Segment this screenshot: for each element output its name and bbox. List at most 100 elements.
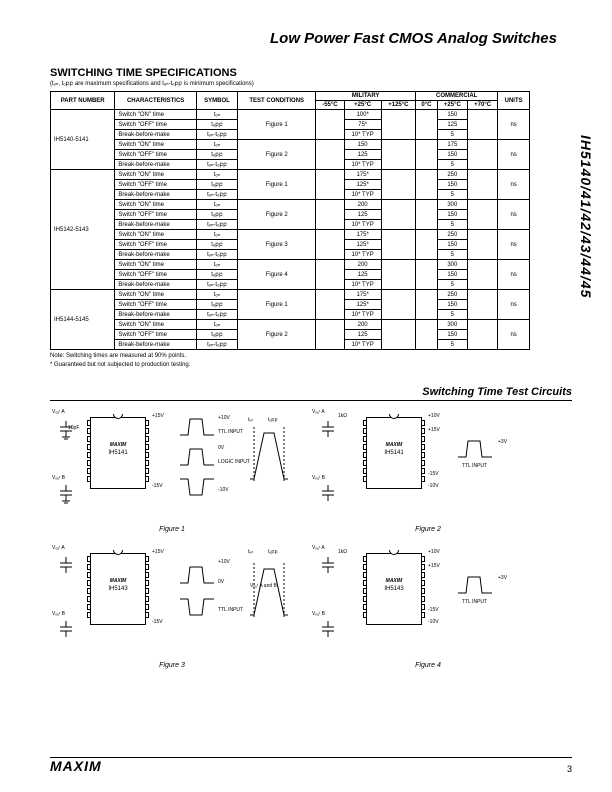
units-cell: ns — [498, 140, 530, 170]
units-cell: ns — [498, 170, 530, 200]
ic-pin-icon — [87, 564, 91, 570]
th-commercial: COMMERCIAL — [416, 92, 498, 101]
com-cell: 150 — [437, 240, 467, 250]
th-units: UNITS — [498, 92, 530, 110]
ic-pin-icon — [87, 604, 91, 610]
ton-label: tₒₙ — [248, 417, 253, 423]
vout-a-label: Vₒᵤᵗ A — [52, 545, 65, 551]
mil-cell: 175* — [344, 230, 381, 240]
com-cell: 5 — [437, 340, 467, 350]
ttl-label: TTL INPUT — [218, 429, 243, 435]
com-cell: 250 — [437, 230, 467, 240]
com-cell: 150 — [437, 110, 467, 120]
com-blank — [467, 200, 497, 230]
com-cell: 150 — [437, 330, 467, 340]
char-cell: Switch "ON" time — [115, 290, 196, 300]
fig-cell: Figure 4 — [238, 260, 316, 290]
th-test: TEST CONDITIONS — [238, 92, 316, 110]
th-part: PART NUMBER — [51, 92, 115, 110]
char-cell: Switch "ON" time — [115, 170, 196, 180]
note-2: * Guaranteed but not subjected to produc… — [50, 362, 572, 368]
char-cell: Switch "OFF" time — [115, 300, 196, 310]
ic-pin-icon — [145, 572, 149, 578]
res-label: 1kΩ — [338, 413, 347, 419]
ic-pin-icon — [363, 564, 367, 570]
symbol-cell: tₒբբ — [196, 120, 237, 130]
mil-cell: 125* — [344, 300, 381, 310]
symbol-cell: tₒₙ-tₒբբ — [196, 190, 237, 200]
ic-pin-icon — [363, 604, 367, 610]
ic-pin-icon — [421, 588, 425, 594]
ic-pin-icon — [363, 596, 367, 602]
mil-blank — [381, 230, 415, 260]
ic-pin-icon — [87, 428, 91, 434]
fig-caption: Figure 1 — [159, 526, 185, 533]
th-military: MILITARY — [316, 92, 416, 101]
char-cell: Switch "ON" time — [115, 200, 196, 210]
char-cell: Break-before-make — [115, 250, 196, 260]
ic-pin-icon — [145, 428, 149, 434]
ic-pin-icon — [363, 556, 367, 562]
symbol-cell: tₒₙ — [196, 320, 237, 330]
mil-blank — [381, 200, 415, 230]
symbol-cell: tₒբբ — [196, 150, 237, 160]
mil-cell: 10* TYP — [344, 340, 381, 350]
ic-pin-icon — [421, 476, 425, 482]
spec-table: PART NUMBER CHARACTERISTICS SYMBOL TEST … — [50, 91, 530, 350]
com-cell: 250 — [437, 290, 467, 300]
fig-cell: Figure 1 — [238, 290, 316, 320]
char-cell: Break-before-make — [115, 340, 196, 350]
ic-pin-icon — [363, 428, 367, 434]
com-cell: 5 — [437, 310, 467, 320]
char-cell: Switch "OFF" time — [115, 180, 196, 190]
ic-pin-icon — [145, 468, 149, 474]
ic-pin-icon — [145, 564, 149, 570]
mil-cell: 125 — [344, 210, 381, 220]
figure-4: MAXIM IH5143 Vₒᵤᵗ A 1kΩ Vₒᵤᵗ B +10V +15V… — [306, 543, 550, 667]
ic-pin-icon — [421, 564, 425, 570]
mil-blank — [316, 170, 344, 200]
mil-cell: 175* — [344, 170, 381, 180]
com-blank — [416, 200, 438, 230]
mil-cell: 10* TYP — [344, 280, 381, 290]
figure-3: MAXIM IH5143 Vₒᵤᵗ A Vₒᵤᵗ B +15V -15V +10… — [50, 543, 294, 667]
ic-pin-icon — [145, 580, 149, 586]
th-c25: +25°C — [437, 101, 467, 110]
p15v-label: +15V — [428, 563, 440, 569]
com-blank — [467, 230, 497, 260]
ic-pin-icon — [145, 588, 149, 594]
vout-b-label: Vₒᵤᵗ B — [52, 475, 65, 481]
wave-icon — [178, 595, 216, 619]
p10v-label: +10V — [428, 549, 440, 555]
mil-cell: 150 — [344, 140, 381, 150]
toff-label: tₒբբ — [268, 549, 278, 555]
ic-pin-icon — [87, 460, 91, 466]
mil-cell: 200 — [344, 320, 381, 330]
figure-1: MAXIM IH5141 Vₒᵤᵗ A 10pF Vₒᵤᵗ B +15V -15… — [50, 407, 294, 531]
com-cell: 175 — [437, 140, 467, 150]
ic-pin-icon — [363, 460, 367, 466]
com-cell: 300 — [437, 320, 467, 330]
com-cell: 150 — [437, 300, 467, 310]
symbol-cell: tₒₙ — [196, 170, 237, 180]
toff-label: tₒբբ — [268, 417, 278, 423]
mil-blank — [316, 230, 344, 260]
com-blank — [416, 230, 438, 260]
symbol-cell: tₒₙ-tₒբբ — [196, 160, 237, 170]
char-cell: Break-before-make — [115, 160, 196, 170]
ic-notch-icon — [389, 550, 399, 555]
mil-cell: 100* — [344, 110, 381, 120]
mil-blank — [316, 140, 344, 170]
ton-label: tₒₙ — [248, 549, 253, 555]
ic-pin-icon — [421, 580, 425, 586]
m10v-label: -10V — [218, 487, 229, 493]
com-blank — [467, 320, 497, 350]
com-cell: 150 — [437, 270, 467, 280]
ic-pin-icon — [145, 436, 149, 442]
char-cell: Break-before-make — [115, 280, 196, 290]
com-blank — [416, 170, 438, 200]
fig-caption: Figure 2 — [415, 526, 441, 533]
ic-pin-icon — [145, 596, 149, 602]
mil-cell: 200 — [344, 260, 381, 270]
cap-icon — [320, 621, 336, 641]
